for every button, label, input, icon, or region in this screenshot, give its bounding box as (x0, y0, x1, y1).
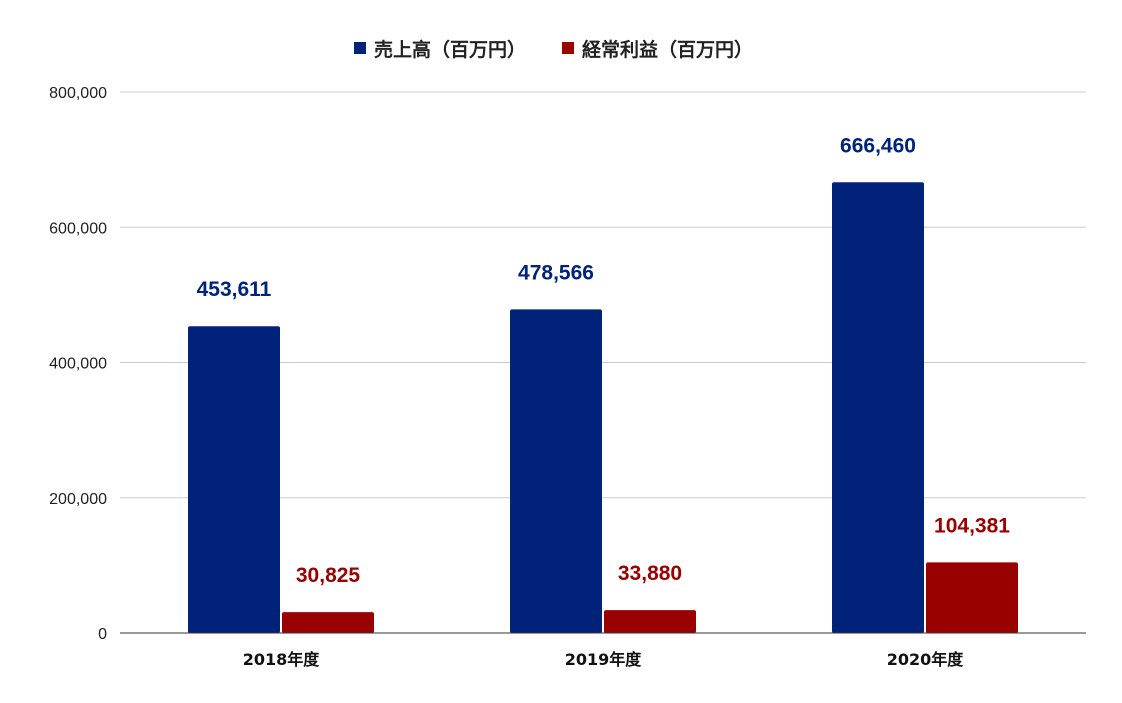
grid-layer (120, 91, 1086, 499)
y-tick-label: 600,000 (49, 220, 107, 237)
data-label: 666,460 (840, 134, 916, 157)
data-label: 30,825 (296, 564, 361, 587)
bar-sales (188, 326, 280, 633)
y-tick-label: 200,000 (49, 491, 107, 508)
x-tick-label: 2018年度 (243, 650, 321, 669)
y-tick-label: 0 (98, 626, 107, 643)
y-tick-label: 800,000 (49, 85, 107, 102)
legend-swatch (562, 42, 574, 54)
data-label: 104,381 (934, 514, 1010, 537)
bar-ordinary-profit (604, 610, 696, 633)
bar-sales (832, 182, 924, 633)
axis-layer: 0 200,000 400,000 600,000 800,000 2018年度 2019年… (49, 85, 1086, 669)
data-label: 478,566 (518, 261, 594, 284)
bar-ordinary-profit (926, 562, 1018, 633)
data-label: 453,611 (197, 278, 272, 301)
bar-sales (510, 309, 602, 633)
legend-swatch (354, 42, 366, 54)
legend-label: 経常利益（百万円） (582, 38, 753, 61)
data-label: 33,880 (618, 562, 682, 585)
legend-label: 売上高（百万円） (374, 38, 526, 61)
x-tick-label: 2020年度 (887, 650, 965, 669)
x-tick-label: 2019年度 (565, 650, 643, 669)
bar-ordinary-profit (282, 612, 374, 633)
data-labels-layer: 453,611 30,825 478,566 33,880 666,460 104,381 (197, 134, 1011, 587)
bars-layer (188, 182, 1018, 633)
legend: 売上高（百万円） 経常利益（百万円） (354, 38, 753, 61)
y-tick-label: 400,000 (49, 356, 107, 373)
